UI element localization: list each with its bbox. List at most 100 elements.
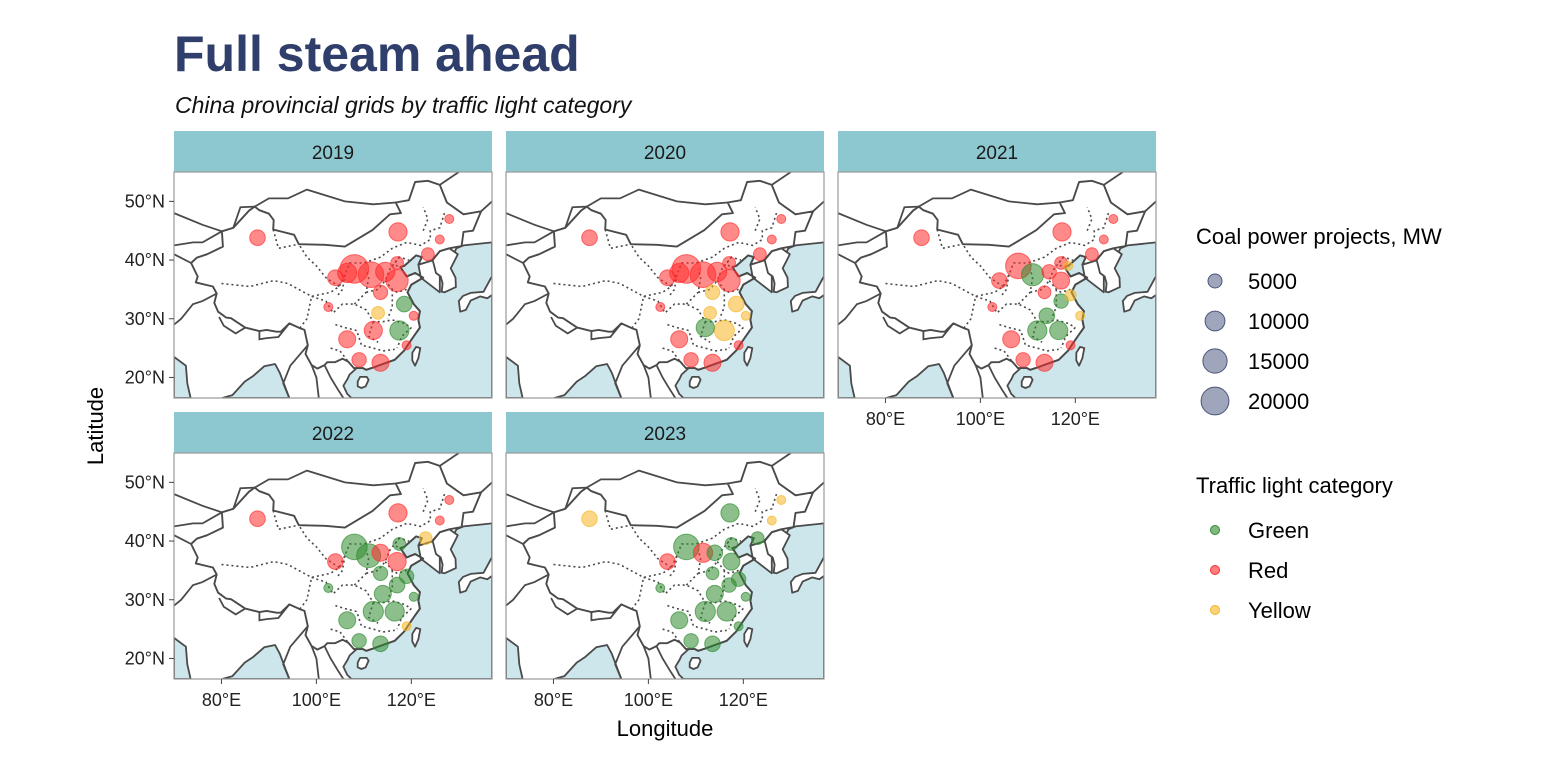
country-border xyxy=(838,253,856,264)
panel-frame xyxy=(173,452,493,680)
province-border xyxy=(221,493,446,579)
bubble-point-red xyxy=(720,222,740,242)
land-outline xyxy=(356,375,370,389)
chart-title: Full steam ahead xyxy=(174,26,580,82)
bubble-point-red xyxy=(327,269,344,287)
country-border xyxy=(310,645,320,679)
category-legend-label: Yellow xyxy=(1248,598,1311,623)
bubble-point-green xyxy=(1027,320,1048,341)
size-legend-label: 5000 xyxy=(1248,269,1297,294)
y-tick-label: 40°N xyxy=(125,250,165,270)
country-border xyxy=(812,200,824,212)
bubble-point-red xyxy=(1052,222,1072,242)
country-border xyxy=(506,253,524,264)
country-border xyxy=(310,364,320,398)
country-border xyxy=(586,469,728,489)
bubble-point-red xyxy=(444,495,455,505)
bubble-point-red xyxy=(338,330,357,349)
country-border xyxy=(218,316,246,335)
country-border xyxy=(838,230,887,247)
country-border xyxy=(771,172,792,186)
bubble-layer xyxy=(581,495,787,653)
province-border xyxy=(631,577,645,610)
bubble-point-red xyxy=(683,352,699,368)
bubble-point-red xyxy=(1037,285,1052,300)
land-outline xyxy=(1170,228,1196,251)
country-border xyxy=(550,597,578,616)
country-border xyxy=(1103,172,1124,186)
country-border xyxy=(174,493,223,514)
land-outline xyxy=(743,345,754,367)
bubble-point-green xyxy=(694,600,716,623)
bubble-point-red xyxy=(776,214,787,224)
country-border xyxy=(922,322,955,341)
country-border xyxy=(586,188,728,208)
country-border xyxy=(918,188,1060,208)
land-outline xyxy=(411,345,422,367)
land-outline xyxy=(743,627,754,648)
country-border xyxy=(323,364,345,398)
chart-subtitle: China provincial grids by traffic light … xyxy=(175,92,632,118)
sea-area xyxy=(885,363,955,398)
y-tick-label: 30°N xyxy=(125,590,165,610)
bubble-point-green xyxy=(733,621,744,632)
bubble-point-green xyxy=(724,537,739,551)
bubble-point-red xyxy=(670,330,689,349)
bubble-point-yellow xyxy=(713,319,735,342)
province-border xyxy=(422,487,429,512)
bubble-point-yellow xyxy=(418,531,433,545)
land-outline xyxy=(1179,187,1187,225)
bubble-point-green xyxy=(705,566,720,581)
category-legend-label: Green xyxy=(1248,518,1309,543)
bubble-point-yellow xyxy=(703,306,717,320)
land-outline xyxy=(763,528,791,575)
bubble-point-yellow xyxy=(371,306,386,320)
land-outline xyxy=(356,657,370,670)
land-outline xyxy=(1095,247,1123,294)
country-border xyxy=(564,486,587,510)
country-border xyxy=(812,481,824,493)
basemap xyxy=(174,453,492,679)
bubble-point-red xyxy=(387,552,407,572)
category-legend-key-red xyxy=(1210,565,1220,575)
facet-panels: 2019 50°N 40°N 30°N 20°N 2020 2021 80°E 100°E 120… xyxy=(125,131,1196,710)
bubble-point-green xyxy=(1021,263,1045,287)
x-tick-label: 80°E xyxy=(534,690,573,710)
country-border xyxy=(232,486,255,510)
facet-strip xyxy=(174,131,492,172)
size-legend-label: 15000 xyxy=(1248,349,1309,374)
category-legend-key-yellow xyxy=(1210,605,1220,615)
bubble-point-red xyxy=(401,340,412,351)
bubble-layer xyxy=(581,214,787,372)
country-border xyxy=(480,200,492,212)
bubble-point-red xyxy=(327,553,344,570)
bubble-point-green xyxy=(392,537,407,551)
facet-strip-label: 2023 xyxy=(644,424,686,445)
country-border xyxy=(642,645,652,679)
x-tick-label: 120°E xyxy=(719,690,768,710)
country-border xyxy=(987,364,1009,398)
facet-panel-2020: 2020 xyxy=(505,131,825,399)
bubble-point-yellow xyxy=(766,515,777,526)
y-tick-label: 20°N xyxy=(125,367,165,387)
province-border xyxy=(386,289,394,320)
bubble-point-red xyxy=(1085,247,1099,262)
land-outline xyxy=(431,247,459,294)
province-border xyxy=(299,577,313,610)
x-tick-label: 100°E xyxy=(292,690,341,710)
bubble-point-red xyxy=(434,515,445,526)
facet-strip-label: 2020 xyxy=(644,143,686,164)
province-border xyxy=(272,229,299,250)
country-border xyxy=(506,212,555,233)
land-outline xyxy=(1075,345,1086,367)
province-border xyxy=(718,289,726,320)
sea-area xyxy=(838,355,856,398)
bubble-point-red xyxy=(1015,352,1031,368)
bubble-point-yellow xyxy=(1063,260,1074,271)
bubble-point-red xyxy=(421,247,435,262)
bubble-point-red xyxy=(581,229,598,246)
bubble-point-red xyxy=(1052,271,1071,290)
bubble-point-green xyxy=(722,552,741,571)
size-legend-key xyxy=(1202,348,1228,374)
country-border xyxy=(506,573,550,607)
